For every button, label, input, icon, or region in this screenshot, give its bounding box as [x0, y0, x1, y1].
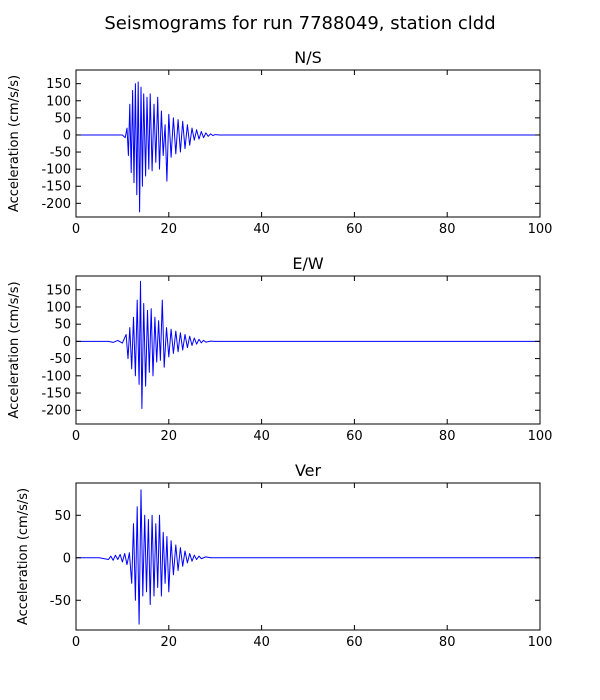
- axes-frame-e-w: [75, 275, 541, 425]
- y-tick-label: -100: [41, 369, 71, 384]
- y-tick-label: -150: [41, 387, 71, 402]
- figure-title: Seismograms for run 7788049, station cld…: [104, 13, 495, 34]
- panel-e-w: 0 20 40 60 80 100 150 100 50 0 -50 -100 -150 -200 E/W A…: [7, 254, 552, 444]
- panel-ver: 0 20 40 60 80 100 50 0 -50 Ver Acceleration (cm/s/…: [16, 461, 552, 650]
- y-tick-label: 100: [46, 94, 71, 109]
- y-axis-label-e-w: Acceleration (cm/s/s): [7, 281, 22, 418]
- x-tick-label: 100: [528, 635, 553, 650]
- axes-frame-ver: [75, 482, 541, 631]
- y-tick-label: 100: [46, 300, 71, 315]
- x-tick-label: 80: [439, 222, 456, 237]
- y-tick-label: 50: [54, 509, 71, 524]
- panel-title-ver: Ver: [295, 461, 322, 480]
- y-tick-label: 50: [54, 111, 71, 126]
- panel-title-e-w: E/W: [292, 254, 324, 273]
- y-tick-label: -200: [41, 404, 71, 419]
- seismogram-trace-n-s: [76, 81, 540, 213]
- panel-title-n-s: N/S: [294, 48, 322, 67]
- x-tick-label: 60: [346, 429, 363, 444]
- y-tick-label: 150: [46, 283, 71, 298]
- x-tick-label: 0: [72, 635, 80, 650]
- y-tick-label: -100: [41, 163, 71, 178]
- axes-frame-n-s: [75, 69, 541, 218]
- x-tick-label: 20: [161, 635, 178, 650]
- panel-n-s: 0 20 40 60 80 100 150 100 50 0 -50 -100 -150 -200 N/S A…: [7, 48, 552, 237]
- x-tick-label: 20: [161, 222, 178, 237]
- y-tick-label: 0: [63, 128, 71, 143]
- x-tick-label: 20: [161, 429, 178, 444]
- y-tick-label: 0: [63, 335, 71, 350]
- y-tick-label: 50: [54, 318, 71, 333]
- x-tick-label: 0: [72, 429, 80, 444]
- x-tick-label: 100: [528, 429, 553, 444]
- seismogram-trace-e-w: [76, 280, 540, 409]
- y-tick-label: -50: [50, 594, 71, 609]
- x-tick-label: 40: [253, 222, 270, 237]
- x-tick-label: 60: [346, 222, 363, 237]
- y-axis-label-ver: Acceleration (cm/s/s): [16, 488, 31, 625]
- y-tick-label: 0: [63, 551, 71, 566]
- y-tick-label: -200: [41, 197, 71, 212]
- x-tick-label: 80: [439, 429, 456, 444]
- seismogram-trace-ver: [76, 489, 540, 625]
- y-tick-label: -50: [50, 352, 71, 367]
- y-axis-label-n-s: Acceleration (cm/s/s): [7, 75, 22, 212]
- x-tick-label: 100: [528, 222, 553, 237]
- y-tick-label: -150: [41, 180, 71, 195]
- x-tick-label: 60: [346, 635, 363, 650]
- y-tick-label: 150: [46, 77, 71, 92]
- x-tick-label: 40: [253, 635, 270, 650]
- x-tick-label: 80: [439, 635, 456, 650]
- x-tick-label: 0: [72, 222, 80, 237]
- y-tick-label: -50: [50, 146, 71, 161]
- x-tick-label: 40: [253, 429, 270, 444]
